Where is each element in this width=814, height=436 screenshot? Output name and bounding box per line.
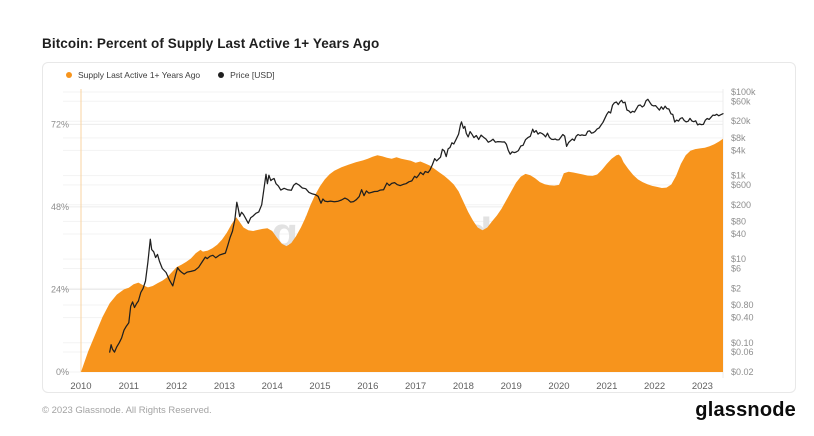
- svg-text:$0.02: $0.02: [731, 367, 754, 377]
- svg-text:$40: $40: [731, 229, 746, 239]
- chart-canvas[interactable]: glassnode0%24%48%72%$100k$60k$20k$8k$4k$…: [43, 63, 795, 392]
- chart-legend: Supply Last Active 1+ Years Ago Price [U…: [66, 70, 275, 80]
- svg-text:2013: 2013: [214, 381, 235, 392]
- price-line-series: [109, 98, 724, 353]
- copyright-text: © 2023 Glassnode. All Rights Reserved.: [42, 405, 212, 416]
- svg-text:$200: $200: [731, 200, 751, 210]
- svg-text:2018: 2018: [453, 381, 474, 392]
- svg-text:$2: $2: [731, 283, 741, 293]
- svg-text:2011: 2011: [119, 381, 139, 392]
- svg-text:48%: 48%: [51, 202, 69, 212]
- legend-swatch-price-icon: [218, 72, 225, 78]
- legend-swatch-supply-icon: [66, 72, 72, 78]
- svg-text:$600: $600: [731, 180, 751, 190]
- svg-text:0%: 0%: [56, 367, 69, 377]
- svg-text:2012: 2012: [166, 381, 187, 392]
- svg-text:2016: 2016: [357, 381, 378, 392]
- legend-label-supply: Supply Last Active 1+ Years Ago: [78, 70, 201, 80]
- legend-item-price[interactable]: Price [USD]: [218, 70, 275, 80]
- glassnode-logo[interactable]: glassnode: [695, 399, 796, 421]
- chart-card: Supply Last Active 1+ Years Ago Price [U…: [42, 62, 796, 393]
- svg-text:72%: 72%: [51, 119, 69, 129]
- svg-text:24%: 24%: [51, 284, 69, 294]
- svg-text:$0.80: $0.80: [731, 300, 754, 310]
- x-axis-labels: 2010 2011 2012 2013 2014 2015 2016 2017 2018 2019…: [70, 381, 713, 392]
- legend-label-price: Price [USD]: [230, 70, 275, 80]
- svg-text:2017: 2017: [405, 381, 426, 392]
- svg-text:$80: $80: [731, 216, 746, 226]
- svg-text:$6: $6: [731, 263, 741, 273]
- svg-text:2019: 2019: [501, 381, 522, 392]
- svg-text:$8k: $8k: [731, 133, 746, 143]
- right-axis-labels: $100k$60k$20k$8k$4k$1k$600$200$80$40$10$…: [731, 87, 756, 377]
- svg-text:$0.40: $0.40: [731, 313, 754, 323]
- svg-text:2014: 2014: [262, 381, 283, 392]
- page-title: Bitcoin: Percent of Supply Last Active 1…: [42, 36, 380, 51]
- svg-text:2021: 2021: [596, 381, 617, 392]
- supply-area-series: [81, 138, 723, 372]
- svg-text:$0.06: $0.06: [731, 347, 754, 357]
- svg-text:$0.10: $0.10: [731, 338, 754, 348]
- svg-text:2020: 2020: [548, 381, 569, 392]
- svg-text:$4k: $4k: [731, 145, 746, 155]
- legend-item-supply[interactable]: Supply Last Active 1+ Years Ago: [66, 70, 200, 80]
- svg-text:2022: 2022: [644, 381, 665, 392]
- footer: © 2023 Glassnode. All Rights Reserved. g…: [42, 399, 796, 422]
- svg-text:2023: 2023: [692, 381, 713, 392]
- svg-text:$100k: $100k: [731, 87, 756, 97]
- svg-text:2010: 2010: [70, 381, 91, 392]
- svg-text:$60k: $60k: [731, 96, 751, 106]
- svg-text:2015: 2015: [309, 381, 330, 392]
- svg-text:$10: $10: [731, 254, 746, 264]
- svg-text:$20k: $20k: [731, 116, 751, 126]
- svg-text:$1k: $1k: [731, 171, 746, 181]
- left-axis-labels: 0% 24% 48% 72%: [51, 119, 69, 377]
